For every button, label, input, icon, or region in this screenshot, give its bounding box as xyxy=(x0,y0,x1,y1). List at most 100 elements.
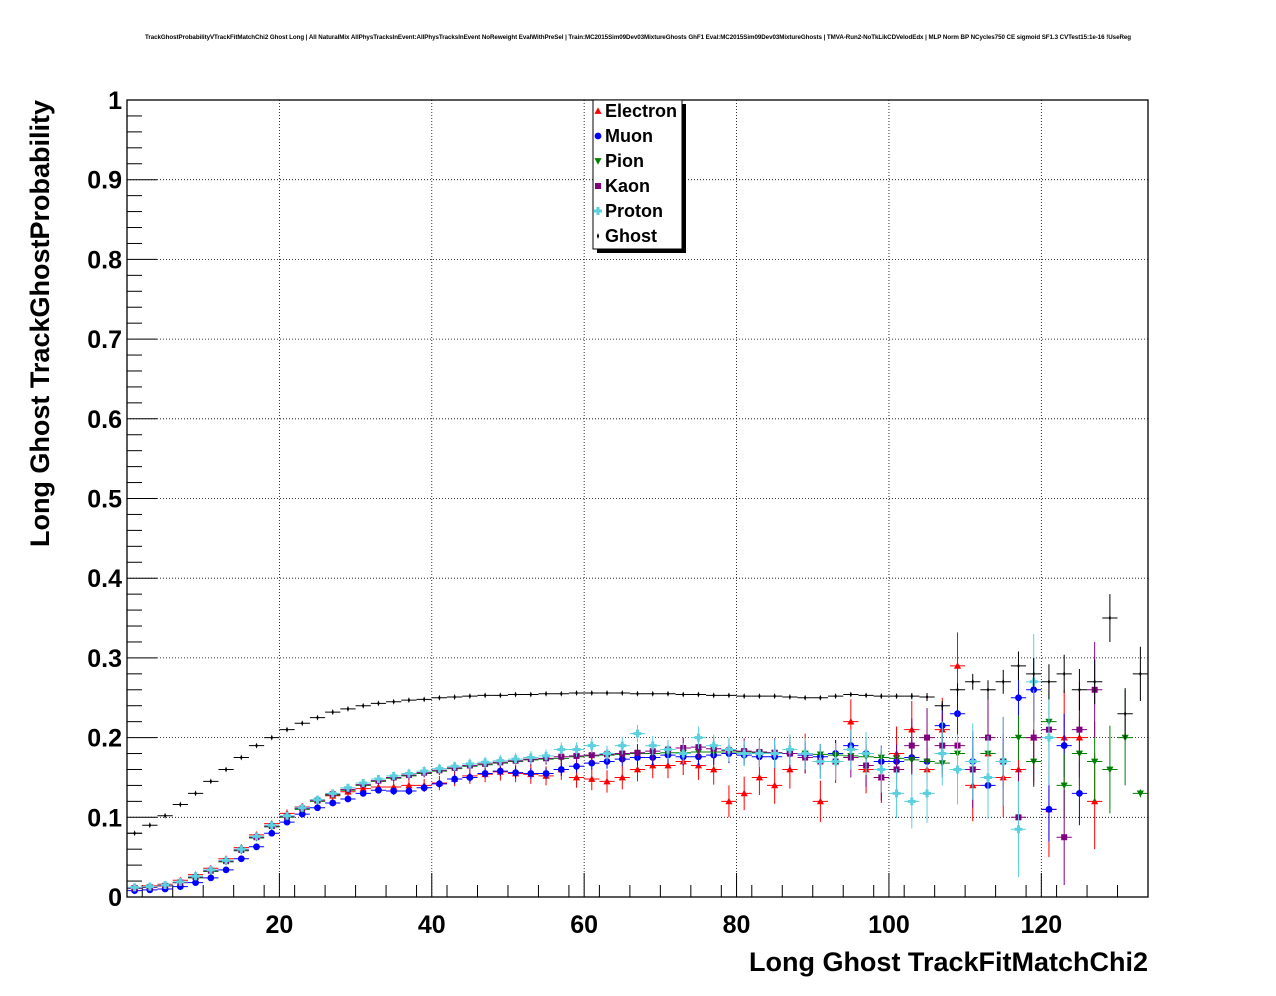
data-point-marker xyxy=(1061,834,1068,841)
data-point-marker xyxy=(496,767,504,775)
data-point-marker xyxy=(594,132,602,140)
legend-label: Pion xyxy=(605,151,644,171)
data-point-marker xyxy=(786,765,794,773)
data-point-marker xyxy=(938,749,947,758)
data-point-marker xyxy=(1044,733,1053,742)
data-point-marker xyxy=(377,700,380,707)
y-tick-label: 0.3 xyxy=(87,645,122,673)
data-point-marker xyxy=(270,734,273,741)
data-point-marker xyxy=(847,718,855,725)
legend-entry-proton: Proton xyxy=(594,201,663,221)
data-point-marker xyxy=(770,749,779,758)
data-point-marker xyxy=(328,789,337,798)
data-point-marker xyxy=(588,775,596,782)
data-point-marker xyxy=(466,774,474,781)
data-point-marker xyxy=(450,762,459,771)
y-tick-label: 0 xyxy=(108,884,122,912)
y-tick-label: 0.8 xyxy=(87,246,122,274)
data-point-marker xyxy=(725,797,733,805)
y-tick-label: 0.5 xyxy=(87,486,122,514)
data-point-marker xyxy=(968,757,977,766)
legend-label: Electron xyxy=(605,101,677,121)
data-point-marker xyxy=(283,811,292,820)
data-point-marker xyxy=(742,693,746,700)
data-point-marker xyxy=(1060,782,1068,790)
data-point-marker xyxy=(1123,710,1127,717)
data-point-marker xyxy=(267,821,276,830)
data-point-marker xyxy=(145,882,154,891)
data-point-marker xyxy=(1108,615,1112,622)
legend-entry-kaon: Kaon xyxy=(595,176,650,196)
data-point-marker xyxy=(1091,758,1099,766)
data-point-marker xyxy=(285,726,289,733)
data-point-marker xyxy=(511,755,520,764)
data-point-marker xyxy=(483,692,487,699)
data-point-marker xyxy=(594,207,602,215)
data-point-marker xyxy=(682,691,685,698)
data-point-marker xyxy=(648,741,657,750)
data-point-marker xyxy=(1060,742,1068,749)
x-tick-label: 40 xyxy=(418,911,446,939)
data-point-marker xyxy=(526,753,535,762)
data-point-marker xyxy=(224,766,228,773)
data-point-marker xyxy=(755,773,764,781)
data-point-marker xyxy=(819,694,822,701)
data-point-marker xyxy=(375,786,382,794)
legend-label: Muon xyxy=(605,126,653,146)
data-point-marker xyxy=(862,749,871,758)
data-point-marker xyxy=(130,883,139,892)
data-point-marker xyxy=(298,803,307,812)
data-point-marker xyxy=(194,790,197,797)
data-point-marker xyxy=(1047,678,1051,685)
data-point-marker xyxy=(907,797,916,806)
x-tick-labels: 20 40 60 80 100 120 xyxy=(265,911,1062,939)
data-point-marker xyxy=(179,801,182,808)
data-point-marker xyxy=(496,756,505,765)
data-point-marker xyxy=(801,749,810,758)
data-point-marker xyxy=(724,745,733,754)
data-point-marker xyxy=(983,773,992,782)
data-point-marker xyxy=(514,691,517,698)
axis-ticks xyxy=(127,99,1119,898)
data-point-marker xyxy=(557,745,566,754)
data-point-marker xyxy=(709,741,718,750)
y-tick-label: 0.6 xyxy=(87,406,122,434)
data-point-marker xyxy=(880,693,883,700)
data-point-marker xyxy=(1062,670,1066,677)
data-point-marker xyxy=(834,693,837,700)
data-point-marker xyxy=(346,705,350,712)
data-point-marker xyxy=(1106,766,1114,774)
data-point-marker xyxy=(785,745,794,754)
data-point-marker xyxy=(594,107,602,114)
data-point-marker xyxy=(407,697,411,704)
data-point-marker xyxy=(237,855,245,863)
data-point-marker xyxy=(864,692,868,699)
data-point-marker xyxy=(390,787,398,795)
data-point-marker xyxy=(329,799,337,807)
data-point-marker xyxy=(557,766,565,773)
data-point-marker xyxy=(544,690,548,697)
legend-label: Kaon xyxy=(605,176,650,196)
data-point-marker xyxy=(392,698,395,705)
data-point-marker xyxy=(924,734,931,741)
data-point-marker xyxy=(1017,662,1020,669)
data-point-marker xyxy=(618,741,627,750)
x-tick-label: 20 xyxy=(265,911,293,939)
data-point-marker xyxy=(941,702,944,709)
data-point-marker xyxy=(209,778,213,785)
data-point-marker xyxy=(603,749,612,758)
data-point-marker xyxy=(1045,805,1053,813)
series-ghost xyxy=(127,594,1148,837)
data-point-marker xyxy=(453,693,456,700)
data-point-marker xyxy=(588,752,595,759)
data-point-marker xyxy=(771,781,779,789)
data-point-marker xyxy=(594,158,602,165)
data-point-marker xyxy=(283,818,291,826)
data-point-marker xyxy=(362,702,365,709)
data-point-marker xyxy=(587,741,596,750)
data-point-marker xyxy=(590,689,593,696)
data-point-marker xyxy=(163,812,167,819)
x-tick-label: 60 xyxy=(570,911,598,939)
data-point-marker xyxy=(527,770,535,777)
